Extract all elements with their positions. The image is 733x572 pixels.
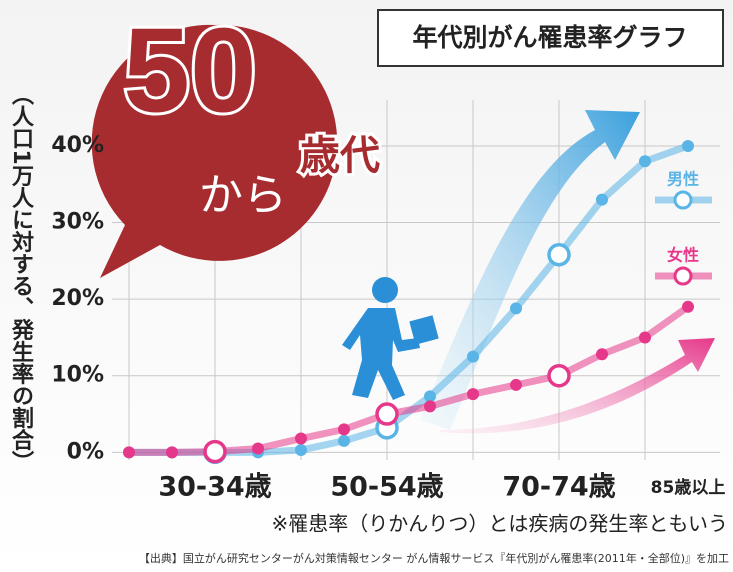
highlight-point [375,402,399,426]
data-point [596,193,608,206]
data-point [338,423,350,436]
headline-suffix: 歳代 [300,133,380,179]
data-point [510,378,522,391]
data-point [467,350,479,363]
x-tick-label: 30-34歳 [158,472,271,503]
source: 【出典】国立がん研究センターがん対策情報センター がん情報サービス『年代別がん罹… [139,551,729,565]
note: ※罹患率（りかんりつ）とは疾病の発生率ともいう [271,512,728,536]
y-tick-label: 30% [51,210,104,235]
speech-bubble [91,24,338,278]
x-tick-label: 85歳以上 [651,477,726,498]
data-point [252,442,264,455]
chart-title: 年代別がん罹患率グラフ [412,23,687,52]
trend-arrow [440,338,715,434]
y-axis-label: （人口1万人に対する、発生率の割合） [8,83,35,472]
data-point [467,388,479,401]
y-tick-label: 20% [51,286,104,311]
headline-number: 50 [123,4,256,138]
highlight-point [547,242,571,267]
headline-particle: から [199,170,287,221]
legend-label: 女性 [667,246,699,265]
data-point [295,432,307,445]
title-box [377,9,724,67]
data-point [424,390,436,403]
legend-marker [673,266,693,286]
y-tick-label: 40% [51,133,104,158]
data-point [596,348,608,361]
legend-marker [673,190,693,210]
y-tick-label: 10% [51,363,104,388]
data-point [424,400,436,413]
x-tick-label: 50-54歳 [330,472,443,503]
highlight-point [203,439,227,464]
highlight-point [547,363,571,388]
data-point [166,446,178,459]
x-tick-label: 70-74歳 [502,472,615,503]
data-point [295,444,307,457]
data-point [639,155,651,168]
data-point [682,139,694,152]
y-tick-label: 0% [67,439,104,464]
person-icon [342,277,439,400]
data-point [682,300,694,313]
data-point [123,446,135,459]
legend-label: 男性 [667,170,699,189]
data-point [510,302,522,315]
data-point [639,331,651,344]
data-point [338,434,350,447]
